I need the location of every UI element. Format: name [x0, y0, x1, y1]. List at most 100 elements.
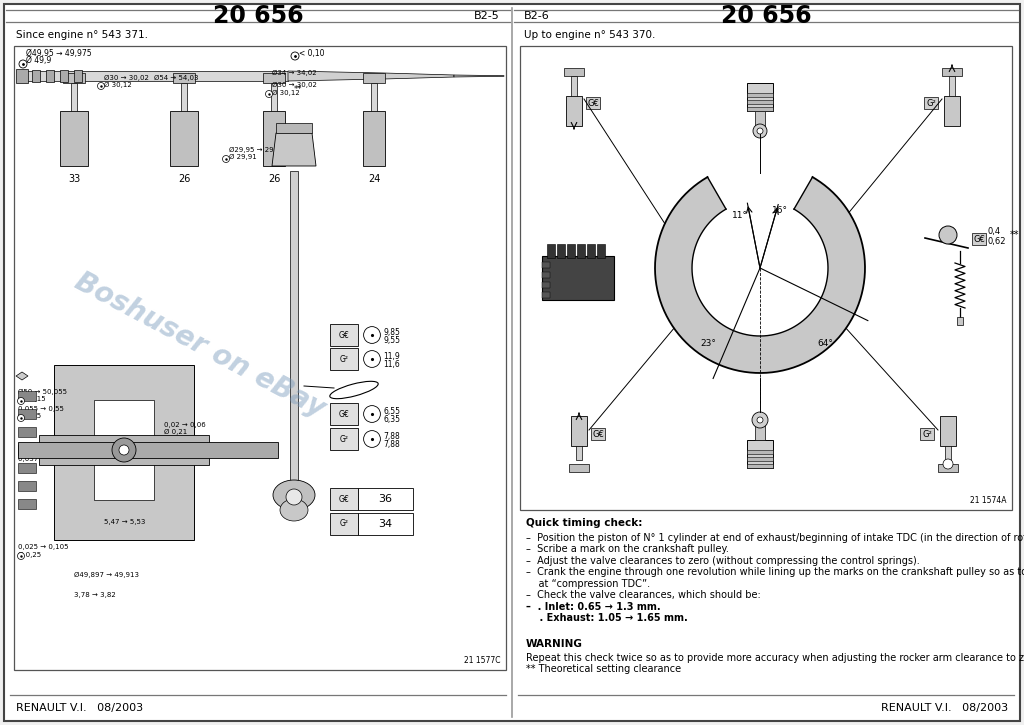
Text: ** Theoretical setting clearance: ** Theoretical setting clearance	[526, 664, 681, 674]
Circle shape	[364, 326, 380, 344]
Text: B2-6: B2-6	[524, 11, 550, 21]
Bar	[945, 446, 951, 460]
Text: Repeat this check twice so as to provide more accuracy when adjusting the rocker: Repeat this check twice so as to provide…	[526, 652, 1024, 663]
Bar	[263, 111, 285, 166]
Text: –  Crank the engine through one revolution while lining up the marks on the cran: – Crank the engine through one revolutio…	[526, 568, 1024, 577]
Text: G²: G²	[923, 429, 932, 439]
Text: –  Scribe a mark on the crankshaft pulley.: – Scribe a mark on the crankshaft pulley…	[526, 544, 729, 555]
Bar	[18, 481, 36, 491]
Text: 0,037 → 0,078: 0,037 → 0,078	[18, 456, 69, 462]
Bar	[60, 111, 88, 166]
Bar	[263, 73, 285, 83]
Text: –  Position the piston of N° 1 cylinder at end of exhaust/beginning of intake TD: – Position the piston of N° 1 cylinder a…	[526, 533, 1024, 543]
Polygon shape	[272, 133, 316, 166]
Bar	[557, 244, 565, 258]
Circle shape	[939, 226, 957, 244]
Bar	[330, 488, 358, 510]
Bar	[942, 68, 962, 76]
Bar	[566, 96, 582, 126]
Text: RENAULT V.I.   08/2003: RENAULT V.I. 08/2003	[16, 703, 143, 713]
Circle shape	[753, 124, 767, 138]
Bar	[63, 73, 85, 83]
Bar	[972, 233, 986, 245]
Bar	[924, 97, 938, 109]
Bar	[46, 70, 54, 82]
Bar	[746, 107, 773, 111]
Bar	[940, 416, 956, 446]
Text: 0,025 → 0,105: 0,025 → 0,105	[18, 544, 69, 550]
Polygon shape	[655, 177, 865, 373]
Text: 0,4: 0,4	[988, 226, 1001, 236]
Text: 3,78 → 3,82: 3,78 → 3,82	[74, 592, 116, 598]
Text: 6,35: 6,35	[383, 415, 400, 423]
Circle shape	[364, 431, 380, 447]
Text: Ø 0,25: Ø 0,25	[18, 552, 41, 558]
Text: –  Adjust the valve clearances to zero (without compressing the control springs): – Adjust the valve clearances to zero (w…	[526, 556, 920, 566]
Bar	[170, 111, 198, 166]
Circle shape	[364, 351, 380, 368]
Text: Ø 29,91: Ø 29,91	[229, 154, 257, 160]
Bar	[755, 111, 765, 131]
Circle shape	[757, 417, 763, 423]
Bar	[16, 69, 28, 83]
Bar	[18, 71, 288, 81]
Text: Ø 30,12: Ø 30,12	[272, 90, 300, 96]
Text: 20 656: 20 656	[213, 4, 303, 28]
Bar	[330, 428, 358, 450]
Bar	[746, 457, 773, 461]
Text: 33: 33	[68, 174, 80, 184]
Text: 7,88: 7,88	[383, 431, 400, 441]
Polygon shape	[288, 71, 454, 81]
Text: G²: G²	[340, 355, 348, 363]
Text: 9,85: 9,85	[383, 328, 400, 336]
Bar	[564, 68, 584, 76]
Text: Up to engine n° 543 370.: Up to engine n° 543 370.	[524, 30, 655, 40]
Text: 64°: 64°	[817, 339, 833, 348]
Text: 26: 26	[178, 174, 190, 184]
Polygon shape	[454, 75, 504, 77]
Text: Ø 0,55: Ø 0,55	[18, 413, 41, 419]
Circle shape	[752, 412, 768, 428]
Text: at “compression TDC”.: at “compression TDC”.	[526, 579, 650, 589]
Text: 26: 26	[268, 174, 281, 184]
Bar	[542, 272, 550, 278]
Text: Ø34 → 34,02: Ø34 → 34,02	[272, 70, 316, 76]
Bar	[358, 488, 413, 510]
Text: G€: G€	[592, 429, 604, 439]
Text: Since engine n° 543 371.: Since engine n° 543 371.	[16, 30, 148, 40]
Bar	[957, 317, 963, 325]
Ellipse shape	[280, 499, 308, 521]
Text: –  Check the valve clearances, which should be:: – Check the valve clearances, which shou…	[526, 590, 761, 600]
Polygon shape	[16, 372, 28, 380]
Text: 5,47 → 5,53: 5,47 → 5,53	[104, 519, 145, 525]
Text: 7,88: 7,88	[383, 439, 400, 449]
Bar	[542, 256, 614, 300]
Text: G€: G€	[339, 331, 349, 339]
Bar	[330, 513, 358, 535]
Bar	[571, 76, 577, 96]
Bar	[358, 513, 413, 535]
Text: 36: 36	[379, 494, 392, 504]
Text: Ø 49,9: Ø 49,9	[26, 56, 51, 65]
Text: G€: G€	[973, 234, 985, 244]
Bar	[330, 403, 358, 425]
Text: **: **	[294, 85, 302, 94]
Text: 21 1574A: 21 1574A	[971, 496, 1007, 505]
Text: 34: 34	[379, 519, 392, 529]
Circle shape	[17, 397, 25, 405]
Text: Ø30 → 30,02: Ø30 → 30,02	[104, 75, 148, 81]
Circle shape	[112, 438, 136, 462]
Bar	[18, 445, 36, 455]
Bar	[571, 416, 587, 446]
Bar	[597, 244, 605, 258]
Bar	[746, 93, 773, 97]
Circle shape	[943, 459, 953, 469]
Bar	[362, 73, 385, 83]
Text: Ø50 → 50,055: Ø50 → 50,055	[18, 389, 67, 395]
Text: 11,9: 11,9	[383, 352, 400, 360]
Bar	[938, 464, 958, 472]
Text: **: **	[1010, 230, 1020, 240]
Bar	[330, 348, 358, 370]
Circle shape	[17, 415, 25, 421]
Text: G€: G€	[339, 494, 349, 503]
